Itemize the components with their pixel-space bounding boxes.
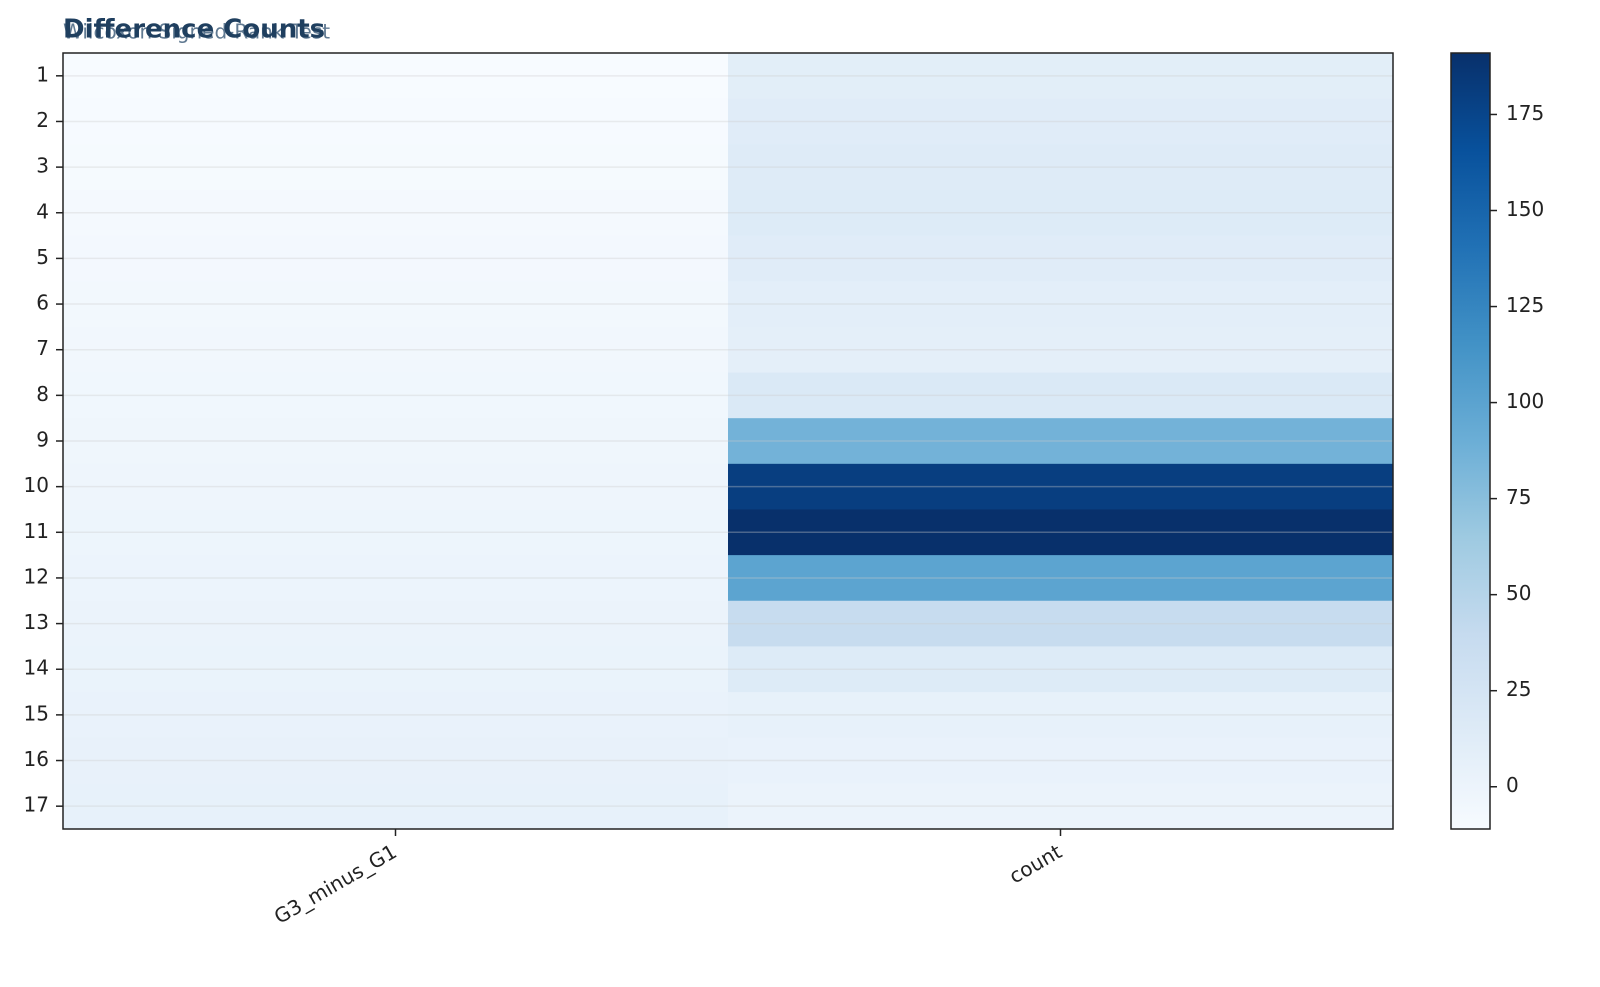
heatmap-cell	[63, 555, 729, 602]
heatmap-cell	[63, 372, 729, 419]
heatmap-cell	[63, 783, 729, 830]
y-tick-label: 3	[36, 154, 49, 178]
y-tick-label: 17	[24, 793, 49, 817]
heatmap-cell	[728, 418, 1394, 465]
heatmap-cell	[728, 783, 1394, 830]
heatmap-cell	[63, 235, 729, 282]
y-tick-label: 14	[24, 656, 49, 680]
heatmap-cell	[63, 646, 729, 693]
colorbar	[1450, 52, 1491, 830]
y-tick-label: 6	[36, 291, 49, 315]
heatmap-cell	[728, 98, 1394, 145]
colorbar-tick-label: 50	[1506, 581, 1531, 605]
heatmap-cell	[728, 737, 1394, 784]
heatmap-cell	[63, 189, 729, 237]
heatmap-cell	[63, 144, 729, 191]
heatmap-cell	[728, 692, 1394, 739]
colorbar-tick-label: 75	[1506, 485, 1531, 509]
x-tick-label: count	[1005, 839, 1066, 888]
heatmap-cell	[728, 509, 1394, 556]
chart-subtitle: Wilcoxon Signed-Rank Test	[63, 20, 330, 44]
heatmap-cell	[63, 600, 729, 647]
y-tick-label: 12	[24, 564, 49, 588]
y-tick-label: 4	[36, 199, 49, 223]
y-tick-label: 10	[24, 473, 49, 497]
heatmap-cell	[63, 53, 729, 100]
heatmap-cell	[728, 281, 1394, 328]
y-tick-label: 7	[36, 336, 49, 360]
plot-frame	[62, 52, 1394, 830]
y-tick-label: 2	[36, 108, 49, 132]
heatmap-cell	[728, 463, 1394, 510]
heatmap-cell	[728, 372, 1394, 419]
y-tick-label: 13	[24, 610, 49, 634]
x-tick-label: G3_minus_G1	[270, 839, 401, 928]
chart-title: Difference Counts	[63, 15, 325, 45]
colorbar-tick-label: 150	[1506, 197, 1544, 221]
heatmap-cell	[63, 463, 729, 510]
y-tick-label: 9	[36, 428, 49, 452]
y-tick-label: 15	[24, 701, 49, 725]
heatmap-cell	[728, 144, 1394, 191]
colorbar-tick-label: 100	[1506, 389, 1544, 413]
heatmap-cell	[728, 53, 1394, 100]
heatmap-cell	[728, 600, 1394, 647]
heatmap-cell	[63, 326, 729, 374]
y-tick-label: 16	[24, 747, 49, 771]
heatmap-cell	[63, 418, 729, 465]
heatmap-cell	[728, 326, 1394, 374]
heatmap-cell	[63, 509, 729, 556]
y-tick-label: 5	[36, 245, 49, 269]
heatmap-cell	[63, 737, 729, 784]
heatmap-cell	[728, 235, 1394, 282]
heatmap-cell	[63, 281, 729, 328]
colorbar-tick-label: 0	[1506, 773, 1519, 797]
y-tick-label: 1	[36, 62, 49, 86]
y-tick-label: 8	[36, 382, 49, 406]
heatmap-cell	[63, 98, 729, 145]
heatmap-cell	[728, 646, 1394, 693]
colorbar-tick-label: 125	[1506, 293, 1544, 317]
y-tick-label: 11	[24, 519, 49, 543]
heatmap-cell	[728, 189, 1394, 237]
colorbar-tick-label: 25	[1506, 677, 1531, 701]
heatmap-cell	[728, 555, 1394, 602]
colorbar-tick-label: 175	[1506, 101, 1544, 125]
heatmap-cell	[63, 692, 729, 739]
